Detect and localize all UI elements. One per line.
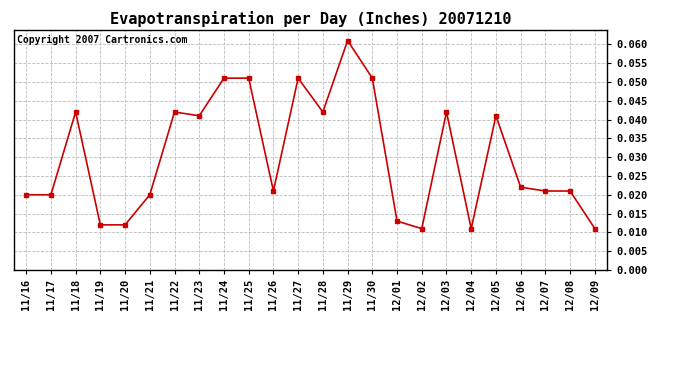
Title: Evapotranspiration per Day (Inches) 20071210: Evapotranspiration per Day (Inches) 2007… bbox=[110, 12, 511, 27]
Text: Copyright 2007 Cartronics.com: Copyright 2007 Cartronics.com bbox=[17, 35, 187, 45]
